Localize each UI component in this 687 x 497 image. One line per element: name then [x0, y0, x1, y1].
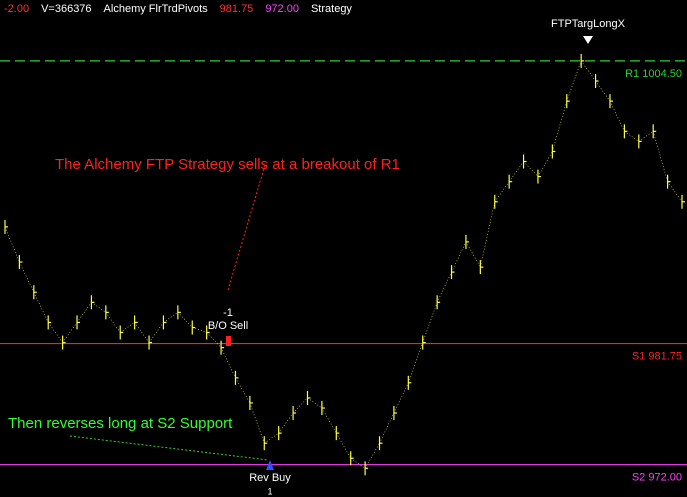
sell-marker — [226, 336, 231, 346]
bar-link — [523, 161, 539, 177]
bar-link — [667, 181, 683, 202]
price-bar — [667, 181, 685, 209]
price-bars — [4, 53, 685, 476]
bar-link — [580, 60, 596, 82]
bar-link — [465, 241, 481, 268]
bar-link — [220, 347, 236, 378]
bar-link — [537, 151, 553, 177]
level-label: R1 1004.50 — [625, 68, 682, 80]
header-item: V=366376 — [41, 3, 91, 15]
bar-link — [47, 322, 63, 343]
bar-link — [436, 271, 452, 303]
bar-link — [206, 332, 222, 348]
bar-link — [379, 412, 395, 444]
buy-label: Rev Buy — [249, 472, 291, 484]
header-item: 981.75 — [220, 3, 254, 15]
levels: R1 1004.50 S1 981.75 S2 972.00 — [0, 60, 687, 484]
bar-link — [494, 181, 510, 202]
bar-link — [192, 327, 207, 333]
bar-link — [4, 226, 20, 263]
bar-link — [508, 161, 524, 182]
bar-link — [609, 101, 625, 132]
bar-link — [321, 407, 337, 434]
bar-link — [278, 412, 294, 434]
bar-link — [408, 342, 424, 383]
header-item: 972.00 — [265, 3, 299, 15]
header-item: Alchemy FlrTrdPivots — [104, 3, 209, 15]
bar-link — [292, 397, 308, 414]
buy-marker — [266, 460, 274, 470]
bar-link — [177, 312, 193, 328]
level-label: S1 981.75 — [632, 350, 682, 362]
bar-link — [393, 382, 409, 414]
bar-link — [148, 322, 164, 343]
sell-qty: -1 — [223, 307, 233, 319]
buy-qty: 1 — [267, 486, 272, 496]
bar-link — [134, 322, 150, 343]
target-label: FTPTargLongX — [551, 18, 626, 30]
sell-label: B/O Sell — [208, 320, 248, 332]
target-marker — [583, 36, 593, 44]
bar-link — [249, 402, 265, 444]
bar-link — [451, 241, 467, 273]
bar-link — [595, 80, 611, 102]
header: -2.00 V=366376 Alchemy FlrTrdPivots 981.75 9… — [4, 3, 352, 15]
bar-link — [480, 201, 496, 268]
buy-pointer — [69, 435, 269, 461]
bar-link — [33, 292, 49, 323]
bar-link — [62, 322, 78, 343]
bar-link — [235, 377, 251, 404]
sell-note: The Alchemy FTP Strategy sells at a brea… — [55, 156, 400, 173]
header-item: Strategy — [311, 3, 352, 15]
bar-link — [566, 60, 582, 102]
bar-link — [19, 261, 35, 293]
level-label: S2 972.00 — [632, 472, 682, 484]
bar-link — [364, 443, 380, 469]
bar-link — [422, 302, 438, 343]
header-item: -2.00 — [4, 3, 29, 15]
sell-pointer — [227, 164, 266, 291]
bar-link — [76, 302, 92, 323]
bar-link — [336, 432, 351, 459]
bar-link — [105, 312, 121, 333]
buy-note: Then reverses long at S2 Support — [8, 415, 233, 432]
